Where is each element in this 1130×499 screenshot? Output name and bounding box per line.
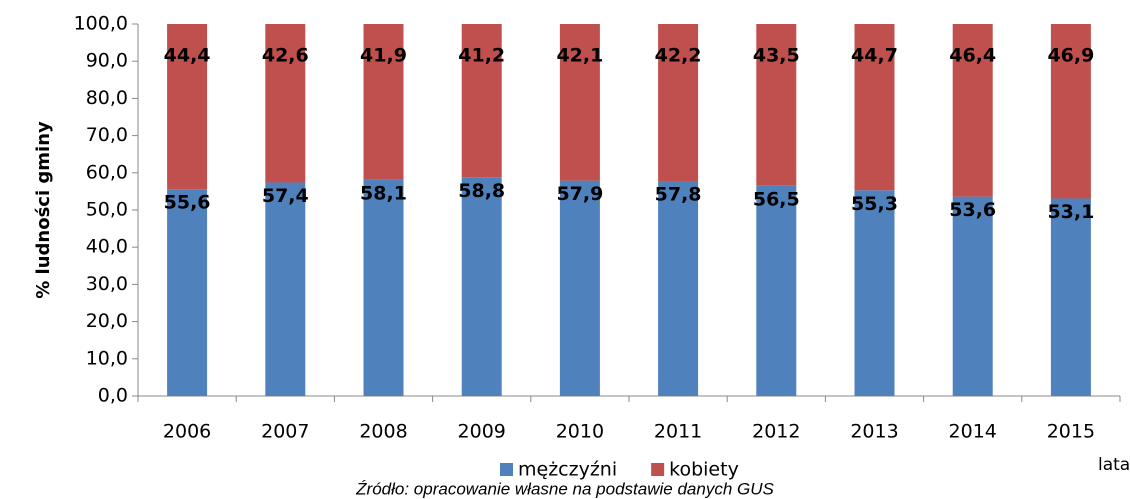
value-label: 56,5: [753, 188, 800, 210]
x-axis-label: lata: [1098, 455, 1130, 475]
value-label: 53,1: [1047, 201, 1094, 223]
x-tick-label: 2009: [458, 421, 506, 443]
legend-label: kobiety: [669, 459, 739, 481]
bar-segment: [363, 179, 404, 396]
value-label: 46,9: [1047, 45, 1094, 67]
x-tick-label: 2014: [949, 421, 997, 443]
bar-segment: [1050, 198, 1091, 396]
value-label: 46,4: [949, 45, 996, 67]
value-label: 42,2: [655, 45, 702, 67]
x-tick-label: 2006: [163, 421, 211, 443]
bar-segment: [756, 185, 797, 396]
y-tick-label: 10,0: [86, 347, 128, 369]
y-tick-label: 40,0: [86, 236, 128, 258]
value-label: 43,5: [753, 45, 800, 67]
legend-swatch: [651, 463, 665, 476]
x-tick-label: 2013: [850, 421, 898, 443]
bar-segment: [952, 196, 993, 396]
value-label: 53,6: [949, 199, 996, 221]
x-tick-label: 2012: [752, 421, 800, 443]
y-tick-label: 100,0: [74, 13, 128, 35]
value-label: 55,6: [164, 192, 211, 214]
bar-segment: [756, 24, 797, 186]
y-tick-label: 0,0: [98, 385, 128, 407]
bar-segment: [461, 24, 502, 178]
y-tick-label: 60,0: [86, 161, 128, 183]
value-label: 44,7: [851, 45, 898, 67]
y-tick-label: 90,0: [86, 50, 128, 72]
bar-segment: [854, 190, 895, 396]
y-tick-label: 80,0: [86, 87, 128, 109]
bar-segment: [559, 180, 600, 396]
legend-swatch: [500, 463, 513, 476]
bar-segment: [658, 24, 699, 181]
bar-segment: [461, 177, 502, 396]
value-label: 44,4: [164, 45, 211, 67]
bar-segment: [854, 24, 895, 191]
legend-label: mężczyźni: [518, 459, 617, 481]
bar-segment: [658, 180, 699, 396]
value-label: 58,1: [360, 182, 407, 204]
bar-segment: [167, 24, 208, 190]
value-label: 57,4: [262, 185, 309, 207]
value-label: 42,6: [262, 45, 309, 67]
bar-segment: [265, 24, 306, 183]
x-tick-label: 2007: [261, 421, 309, 443]
x-tick-label: 2015: [1047, 421, 1095, 443]
x-tick-label: 2011: [654, 421, 702, 443]
bar-segment: [265, 182, 306, 396]
source-note: Źródło: opracowanie własne na podstawie …: [355, 479, 774, 498]
bar-segment: [1050, 24, 1091, 199]
bar-segment: [559, 24, 600, 181]
x-tick-label: 2008: [359, 421, 407, 443]
bar-segment: [363, 24, 404, 180]
y-tick-label: 50,0: [86, 199, 128, 221]
value-label: 57,9: [556, 183, 603, 205]
value-label: 57,8: [655, 183, 702, 205]
y-tick-label: 70,0: [86, 124, 128, 146]
value-label: 55,3: [851, 193, 898, 215]
bar-segment: [952, 24, 993, 197]
y-tick-label: 20,0: [86, 310, 128, 332]
bar-segment: [167, 189, 208, 396]
value-label: 58,8: [458, 180, 505, 202]
y-tick-label: 30,0: [86, 273, 128, 295]
value-label: 41,9: [360, 45, 407, 67]
y-axis-label: % ludności gminy: [33, 121, 54, 299]
value-label: 42,1: [556, 45, 603, 67]
value-label: 41,2: [458, 45, 505, 67]
x-tick-label: 2010: [556, 421, 604, 443]
